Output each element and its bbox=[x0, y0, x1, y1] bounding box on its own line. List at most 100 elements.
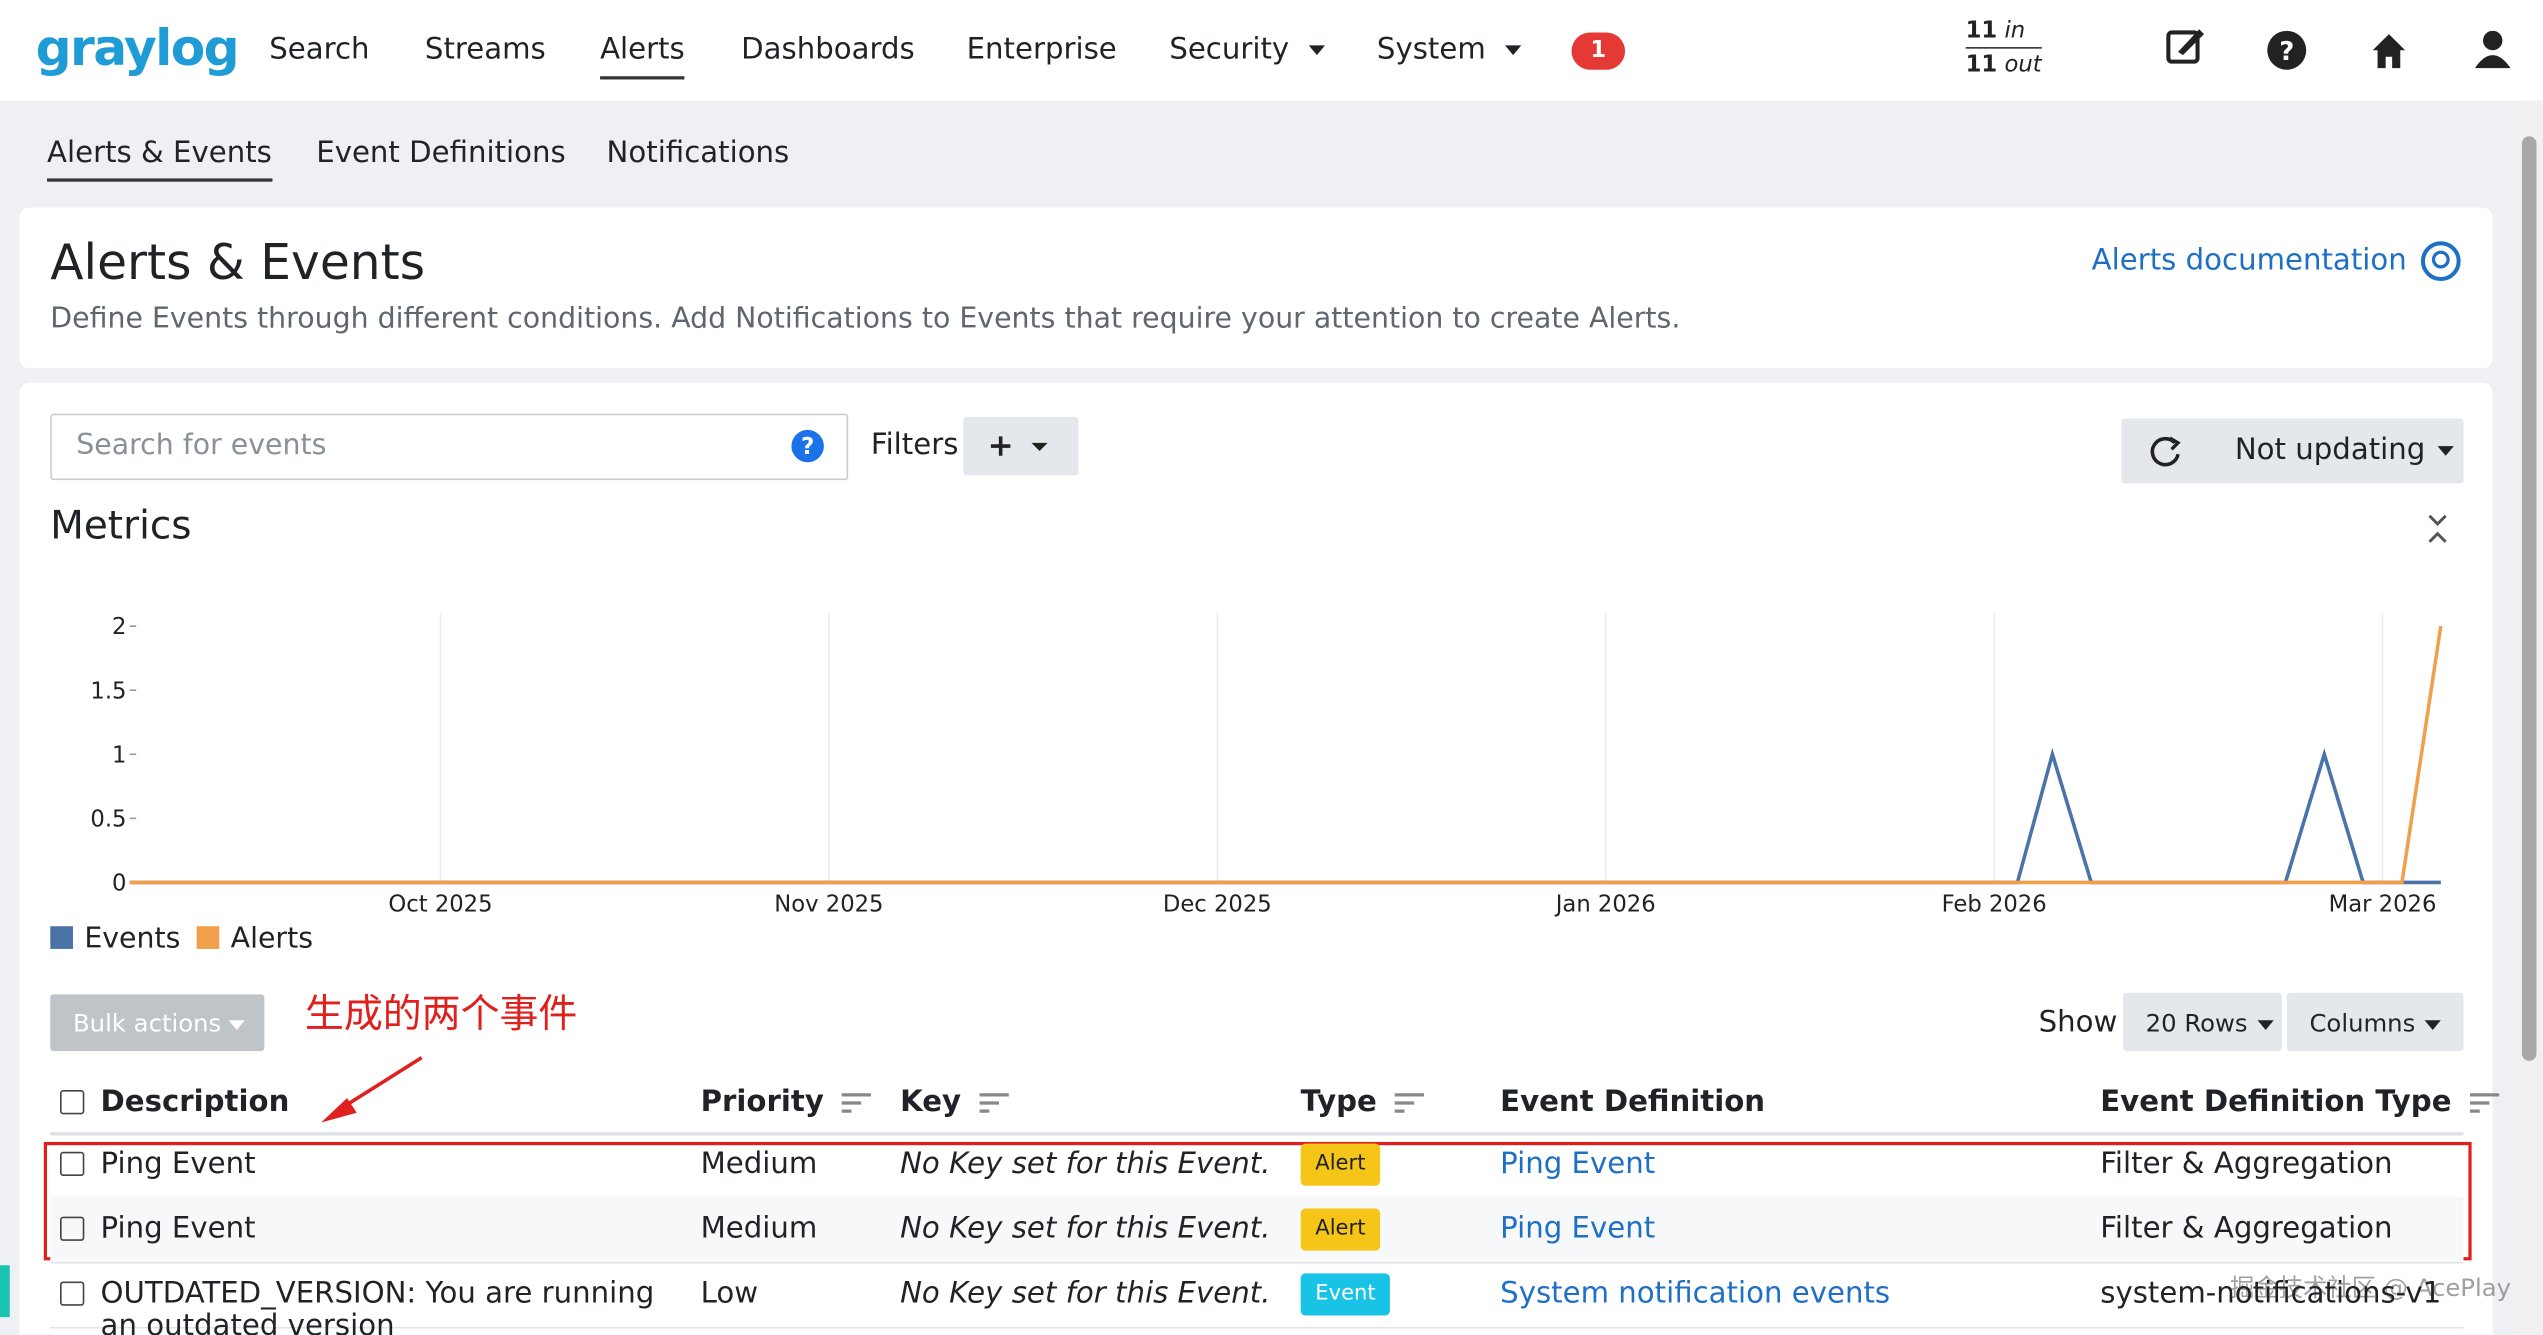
event-definition-link[interactable]: System notification events bbox=[1500, 1276, 1891, 1311]
row-checkbox[interactable] bbox=[60, 1216, 85, 1241]
search-help[interactable]: ? bbox=[790, 428, 826, 464]
doc-link[interactable]: Alerts documentation bbox=[2091, 243, 2407, 278]
logo[interactable]: graylog bbox=[35, 19, 240, 78]
out-label: out bbox=[2004, 51, 2042, 78]
series-line bbox=[129, 747, 2441, 885]
help-icon[interactable]: ? bbox=[2267, 30, 2307, 70]
sort-icon[interactable] bbox=[1393, 1090, 1425, 1116]
x-tick-label: Feb 2026 bbox=[1942, 892, 2047, 918]
event-definition-link[interactable]: Ping Event bbox=[1500, 1146, 1656, 1181]
page-description: Define Events through different conditio… bbox=[50, 303, 1681, 336]
in-label: in bbox=[2004, 17, 2026, 44]
y-tick-label: 2 bbox=[112, 614, 126, 640]
search-placeholder[interactable]: Search for events bbox=[76, 429, 327, 463]
event-definition-link[interactable]: Ping Event bbox=[1500, 1211, 1656, 1246]
legend-label: Alerts bbox=[231, 921, 313, 954]
x-tick-label: Oct 2025 bbox=[388, 892, 492, 918]
in-count: 11 bbox=[1965, 17, 1998, 44]
x-tick-label: Jan 2026 bbox=[1554, 892, 1656, 918]
x-tick-label: Mar 2026 bbox=[2329, 892, 2437, 918]
columns-text[interactable]: Columns bbox=[2309, 1008, 2416, 1039]
main-card bbox=[19, 382, 2493, 1335]
row-checkbox[interactable] bbox=[60, 1151, 85, 1177]
rows-label[interactable]: 20 Rows bbox=[2146, 1004, 2274, 1043]
rows-text[interactable]: 20 Rows bbox=[2145, 1008, 2248, 1039]
type-badge: Event bbox=[1300, 1273, 1391, 1316]
nav-item[interactable]: Search bbox=[269, 32, 370, 67]
watermark: 掘金技术社区 @ AcePlay bbox=[2229, 1273, 2512, 1303]
bulk-actions-button[interactable] bbox=[50, 994, 265, 1052]
search-input[interactable] bbox=[50, 413, 849, 481]
filters-label: Filters bbox=[870, 428, 959, 463]
notification-count[interactable]: 1 bbox=[1590, 37, 1607, 64]
sort-icon[interactable] bbox=[977, 1090, 1009, 1116]
sort-icon[interactable] bbox=[840, 1090, 872, 1116]
table-cell: Low bbox=[700, 1276, 759, 1311]
annotation-arrow bbox=[321, 1056, 423, 1123]
nav-item[interactable]: Streams bbox=[424, 32, 546, 67]
table-cell: system-notifications-v1 bbox=[2100, 1276, 2442, 1311]
user-icon[interactable] bbox=[2474, 30, 2511, 69]
y-tick-label: 1.5 bbox=[90, 678, 126, 704]
x-tick-label: Dec 2025 bbox=[1163, 892, 1272, 918]
nav-item[interactable]: Enterprise bbox=[966, 32, 1117, 67]
refresh-label[interactable]: Not updating bbox=[2235, 431, 2455, 470]
columns-label[interactable]: Columns bbox=[2309, 1004, 2442, 1043]
subnav-item[interactable]: Alerts & Events bbox=[47, 135, 272, 182]
home-icon[interactable] bbox=[2372, 34, 2406, 69]
legend-swatch bbox=[196, 926, 220, 949]
badge[interactable] bbox=[1571, 32, 1626, 70]
add-filter-button[interactable] bbox=[963, 416, 1079, 476]
type-badge: Alert bbox=[1300, 1208, 1381, 1251]
table-cell: No Key set for this Event. bbox=[900, 1211, 1271, 1246]
sort-icon[interactable] bbox=[2468, 1090, 2500, 1116]
column-header[interactable]: Type bbox=[1301, 1084, 1426, 1123]
svg-text:?: ? bbox=[801, 434, 814, 460]
column-header[interactable]: Key bbox=[900, 1084, 1010, 1123]
bulk-actions-text[interactable]: Bulk actions bbox=[72, 1008, 222, 1039]
scrollbar-thumb[interactable] bbox=[2521, 136, 2537, 1061]
table-cell: Filter & Aggregation bbox=[2100, 1146, 2393, 1181]
refresh-button[interactable] bbox=[2121, 418, 2464, 484]
nav-item[interactable]: System bbox=[1377, 31, 1522, 70]
svg-text:?: ? bbox=[2279, 37, 2294, 67]
chart-title: Metrics bbox=[50, 502, 192, 549]
nav-item[interactable]: Alerts bbox=[600, 31, 685, 80]
row-background bbox=[50, 1197, 2464, 1262]
row-divider bbox=[50, 1261, 2464, 1264]
column-header[interactable]: Description bbox=[100, 1085, 290, 1120]
table-cell: Medium bbox=[700, 1211, 818, 1246]
table-cell: OUTDATED_VERSION: You are running an out… bbox=[100, 1276, 655, 1335]
page-title: Alerts & Events bbox=[50, 235, 426, 292]
table-cell: Filter & Aggregation bbox=[2100, 1211, 2393, 1246]
column-header[interactable]: Event Definition Type bbox=[2100, 1084, 2500, 1123]
nav-item[interactable]: Dashboards bbox=[741, 32, 915, 67]
out-count: 11 bbox=[1965, 51, 1998, 78]
legend-label: Events bbox=[84, 921, 180, 954]
add-filter-icon[interactable] bbox=[963, 417, 1078, 475]
refresh-text[interactable]: Not updating bbox=[2234, 433, 2426, 468]
series-line bbox=[129, 625, 2443, 885]
x-tick-label: Nov 2025 bbox=[774, 892, 883, 918]
header-card bbox=[19, 207, 2493, 369]
doc-icon[interactable] bbox=[2420, 240, 2462, 282]
column-header[interactable]: Event Definition bbox=[1500, 1085, 1766, 1120]
nav-icons: ? bbox=[2166, 29, 2511, 70]
collapse-icon[interactable] bbox=[2425, 511, 2451, 547]
row-checkbox[interactable] bbox=[60, 1281, 85, 1306]
select-all-checkbox[interactable] bbox=[60, 1090, 85, 1115]
column-header[interactable]: Priority bbox=[701, 1084, 873, 1123]
annotation: 生成的两个事件 bbox=[304, 991, 578, 1037]
rows-button[interactable] bbox=[2122, 992, 2282, 1052]
side-tab[interactable] bbox=[0, 1265, 10, 1318]
nav-item[interactable]: Security bbox=[1169, 31, 1325, 70]
edit-icon[interactable] bbox=[2166, 29, 2205, 64]
table-cell: No Key set for this Event. bbox=[900, 1276, 1271, 1311]
show-label: Show bbox=[2038, 1005, 2118, 1040]
subnav-item[interactable]: Event Definitions bbox=[316, 136, 566, 171]
y-tick-label: 1 bbox=[112, 742, 126, 768]
bulk-actions[interactable]: Bulk actions bbox=[73, 1004, 246, 1043]
refresh-icon[interactable] bbox=[2147, 433, 2183, 469]
subnav-item[interactable]: Notifications bbox=[606, 136, 790, 171]
